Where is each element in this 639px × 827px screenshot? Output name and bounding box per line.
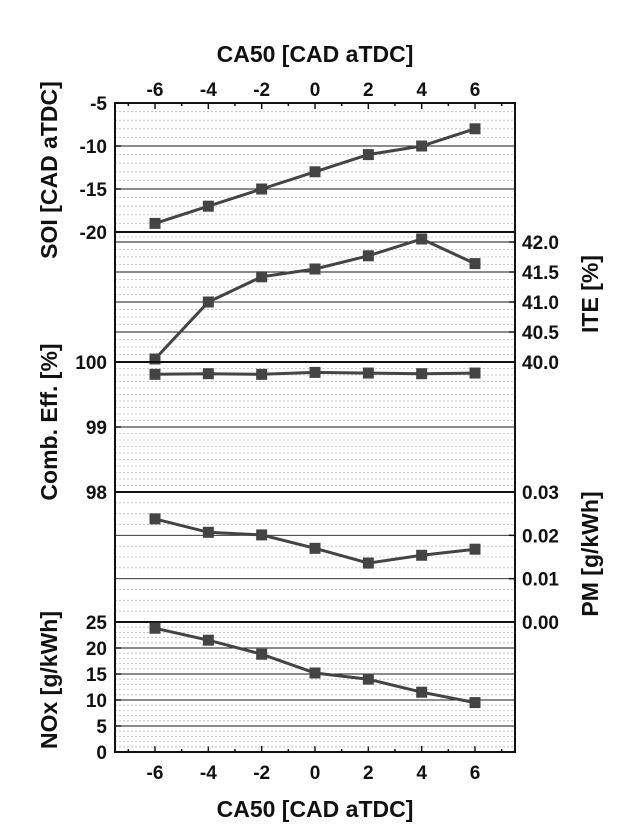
x-axis-top-label: CA50 [CAD aTDC] (217, 41, 414, 67)
ite-panel: 42.0 41.5 41.0 40.5 40.0 (114, 231, 559, 374)
pm-axis-label: PM [g/kWh] (577, 491, 603, 616)
x-top-tick-label: 0 (310, 80, 321, 101)
pm-panel: 0.03 0.02 0.01 0.00 (114, 483, 559, 634)
ite-data-point (362, 250, 374, 262)
x-axis-top-ticks: -6 -4 -2 0 2 4 6 (127, 80, 503, 109)
nox-y-tick-label: 15 (86, 665, 108, 686)
comb-eff-data-point (309, 366, 321, 378)
comb-eff-y-tick-label: 98 (86, 483, 107, 504)
comb-eff-y-tick-label: 99 (86, 418, 107, 439)
x-bottom-tick-label: -2 (253, 763, 270, 784)
ite-data-point (309, 263, 321, 275)
pm-data-point (149, 513, 161, 525)
soi-panel: -5 -10 -15 -20 (80, 94, 516, 244)
pm-data-point (309, 542, 321, 554)
pm-data-point (469, 543, 481, 555)
comb-eff-data-point (362, 367, 374, 379)
nox-data-point (362, 673, 374, 685)
x-top-tick-label: 6 (470, 80, 481, 101)
comb-eff-axis-label: Comb. Eff. [%] (36, 343, 62, 500)
soi-data-point (309, 166, 321, 178)
x-bottom-tick-label: 0 (310, 763, 321, 784)
pm-y-tick-label: 0.03 (522, 483, 559, 504)
x-bottom-tick-label: -6 (147, 763, 164, 784)
nox-data-point (416, 686, 428, 698)
soi-data-point (469, 123, 481, 135)
soi-axis-label: SOI [CAD aTDC] (36, 81, 62, 259)
ite-data-point (469, 258, 481, 270)
x-top-tick-label: -6 (147, 80, 164, 101)
ite-panel-frame (114, 231, 516, 363)
soi-data-point (362, 149, 374, 161)
nox-axis-label: NOx [g/kWh] (36, 611, 62, 749)
nox-panel: 25 20 15 10 5 0 (86, 613, 516, 764)
ite-data-point (256, 271, 268, 283)
x-top-tick-label: -2 (253, 80, 270, 101)
comb-eff-data-point (416, 368, 428, 380)
ite-data-point (149, 353, 161, 365)
ite-axis-label: ITE [%] (577, 255, 603, 333)
ite-y-tick-label: 42.0 (522, 233, 559, 254)
ite-data-point (416, 233, 428, 245)
pm-data-point (416, 549, 428, 561)
ite-y-tick-label: 40.0 (522, 353, 559, 374)
pm-data-point (202, 526, 214, 538)
ite-y-tick-label: 40.5 (522, 323, 559, 344)
soi-y-tick-label: -10 (80, 137, 107, 158)
soi-data-point (416, 140, 428, 152)
soi-y-tick-label: -5 (90, 94, 107, 115)
x-bottom-tick-label: 4 (416, 763, 427, 784)
x-bottom-tick-label: -4 (200, 763, 217, 784)
nox-data-point (202, 634, 214, 646)
comb-eff-data-point (256, 368, 268, 380)
x-top-tick-label: 4 (416, 80, 427, 101)
nox-data-point (309, 667, 321, 679)
comb-eff-data-point (469, 367, 481, 379)
x-bottom-tick-label: 6 (470, 763, 481, 784)
x-top-tick-label: 2 (363, 80, 374, 101)
x-top-tick-label: -4 (200, 80, 217, 101)
nox-data-point (256, 648, 268, 660)
soi-y-tick-label: -15 (80, 180, 108, 201)
nox-y-tick-label: 5 (96, 717, 107, 738)
pm-data-point (256, 529, 268, 541)
comb-eff-data-point (202, 368, 214, 380)
nox-data-point (469, 697, 481, 709)
nox-y-tick-label: 10 (86, 691, 107, 712)
pm-y-tick-label: 0.00 (522, 613, 559, 634)
ite-data-point (202, 296, 214, 308)
nox-panel-frame (114, 621, 516, 753)
pm-y-tick-label: 0.01 (522, 570, 559, 591)
nox-y-tick-label: 0 (96, 743, 107, 764)
comb-eff-data-point (149, 368, 161, 380)
x-bottom-tick-label: 2 (363, 763, 374, 784)
nox-y-tick-label: 20 (86, 639, 107, 660)
soi-y-tick-label: -20 (80, 223, 107, 244)
ite-y-tick-label: 41.0 (522, 293, 559, 314)
comb-eff-y-tick-label: 100 (75, 353, 107, 374)
soi-data-point (256, 183, 268, 195)
comb-eff-panel: 100 99 98 (75, 353, 516, 504)
soi-data-point (149, 217, 161, 229)
nox-data-point (149, 622, 161, 634)
x-axis-bottom-label: CA50 [CAD aTDC] (217, 796, 414, 822)
pm-y-tick-label: 0.02 (522, 526, 559, 547)
soi-data-point (202, 200, 214, 212)
ite-y-tick-label: 41.5 (522, 263, 559, 284)
nox-y-tick-label: 25 (86, 613, 108, 634)
pm-data-point (362, 557, 374, 569)
